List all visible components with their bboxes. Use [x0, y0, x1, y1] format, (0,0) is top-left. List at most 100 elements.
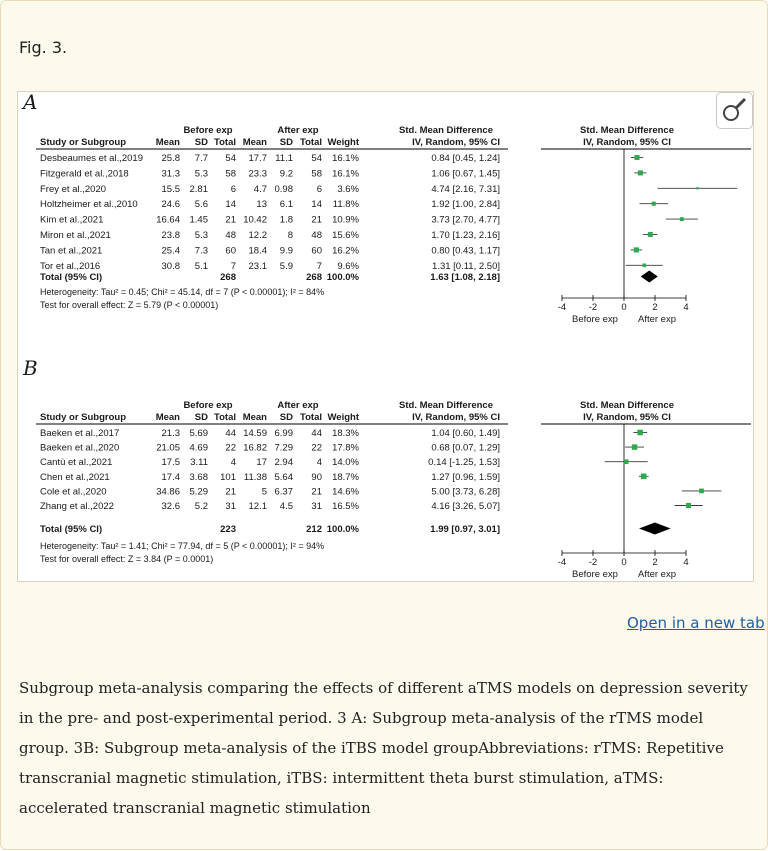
panel-a-col-total1: Total: [214, 137, 236, 148]
panel-b-x-tick-label: 2: [652, 557, 657, 568]
panel-a-row-6-estimate-marker: [647, 232, 653, 237]
panel-b-total-weight: 100.0%: [327, 524, 360, 535]
panel-a-col-mean2: Mean: [243, 137, 267, 148]
panel-a-row-7-sd1: 7.3: [195, 245, 208, 256]
panel-b-col-sd2: SD: [280, 412, 293, 423]
panel-b-col-weight: Weight: [328, 412, 360, 423]
panel-b-row-3-mean1: 17.5: [162, 457, 181, 468]
panel-b-row-5-total1: 21: [225, 486, 236, 497]
panel-a-x-tick-label: 0: [621, 302, 626, 313]
panel-a-row-1-study: Desbeaumes et al.,2019: [40, 153, 143, 164]
panel-b-row-5-mean2: 5: [262, 486, 267, 497]
panel-b-row-2-sd2: 7.29: [275, 443, 294, 454]
panel-b-row-4-mean2: 11.38: [244, 472, 267, 483]
panel-a-header-smd: Std. Mean Difference: [399, 125, 493, 136]
panel-a-row-1-estimate-marker: [634, 154, 640, 161]
panel-a-row-4-total1: 14: [225, 199, 236, 210]
panel-a-row-7-sd2: 9.9: [280, 245, 293, 256]
panel-a-row-5-study: Kim et al.,2021: [40, 215, 103, 226]
panel-b-total-label: Total (95% CI): [40, 524, 102, 535]
panel-b-row-1-estimate-marker: [637, 429, 643, 436]
panel-a-row-6-ci: 1.70 [1.23, 2.16]: [431, 230, 500, 241]
panel-a-row-7-total1: 60: [225, 245, 236, 256]
panel-a-row-1-ci: 0.84 [0.45, 1.24]: [431, 153, 500, 164]
panel-b-row-5-estimate-marker: [699, 488, 704, 494]
panel-a-col-sd2: SD: [280, 137, 293, 148]
panel-a-x-tick-label: -2: [589, 302, 597, 313]
panel-a-row-2-mean1: 31.3: [162, 168, 181, 179]
panel-b-row-2-mean1: 21.05: [156, 443, 180, 454]
panel-a-row-6-total1: 48: [225, 230, 236, 241]
panel-a-row-3-mean2: 4.7: [254, 184, 267, 195]
panel-b-row-1-mean1: 21.3: [162, 428, 181, 439]
panel-a-row-6-sd1: 5.3: [195, 230, 208, 241]
panel-b-row-1-sd1: 5.69: [190, 428, 209, 439]
panel-a-row-3-sd1: 2.81: [190, 184, 209, 195]
panel-b-overall-effect: Test for overall effect: Z = 3.84 (P = 0…: [40, 554, 213, 564]
panel-a-row-4-mean2: 13: [256, 199, 267, 210]
panel-a-row-2-weight: 16.1%: [332, 168, 359, 179]
panel-b-header-before: Before exp: [183, 400, 232, 411]
panel-b-row-2-estimate-marker: [631, 444, 638, 450]
panel-a-col-ci-plot: IV, Random, 95% CI: [583, 137, 671, 148]
panel-a-total-n1: 268: [220, 272, 236, 283]
panel-a-row-8-sd1: 5.1: [195, 261, 208, 272]
panel-a-row-4-sd2: 6.1: [280, 199, 293, 210]
panel-b-row-4-estimate-marker: [640, 473, 647, 480]
panel-a-row-5-total1: 21: [225, 215, 236, 226]
panel-b-header-after: After exp: [277, 400, 318, 411]
panel-b-col-mean1: Mean: [156, 412, 180, 423]
panel-b-row-5-sd2: 6.37: [275, 486, 294, 497]
panel-a-row-7-ci: 0.80 [0.43, 1.17]: [431, 245, 500, 256]
panel-a-row-5-sd1: 1.45: [190, 215, 209, 226]
panel-b-total-ci: 1.99 [0.97, 3.01]: [430, 524, 500, 535]
panel-a-row-8-total1: 7: [231, 261, 236, 272]
panel-b-row-6-sd1: 5.2: [195, 501, 208, 512]
panel-a-row-5-estimate-marker: [679, 217, 684, 222]
panel-a-total-diamond: [640, 270, 658, 283]
panel-a-row-5-sd2: 1.8: [280, 215, 293, 226]
panel-a-header-after: After exp: [277, 125, 318, 136]
panel-b-row-1-sd2: 6.99: [275, 428, 294, 439]
panel-a-favours-left: Before exp: [572, 314, 618, 325]
panel-b-x-tick-label: 4: [683, 557, 688, 568]
panel-b-row-6-study: Zhang et al.,2022: [40, 501, 114, 512]
panel-a-x-tick-label: 2: [652, 302, 657, 313]
panel-b-x-tick-label: 0: [621, 557, 626, 568]
panel-a-row-6-sd2: 8: [288, 230, 293, 241]
panel-a-overall-effect: Test for overall effect: Z = 5.79 (P < 0…: [40, 300, 218, 310]
panel-b-row-6-mean2: 12.1: [249, 501, 268, 512]
panel-a-row-1-total2: 54: [311, 153, 322, 164]
panel-b-row-3-weight: 14.0%: [332, 457, 359, 468]
panel-a-row-3-mean1: 15.5: [162, 184, 181, 195]
panel-b-col-total2: Total: [300, 412, 322, 423]
open-in-new-tab-link[interactable]: Open in a new tab: [627, 614, 765, 632]
panel-b-x-tick-label: -4: [558, 557, 566, 568]
panel-a-header-before: Before exp: [183, 125, 232, 136]
panel-a-row-4-study: Holtzheimer et al.,2010: [40, 199, 138, 210]
forest-plot-svg: A Before exp After exp Std. Mean Difference…: [21, 92, 751, 580]
panel-b-row-4-study: Chen et al.,2021: [40, 472, 110, 483]
panel-a-row-4-sd1: 5.6: [195, 199, 208, 210]
panel-b-row-4-sd1: 3.68: [190, 472, 209, 483]
panel-b-col-sd1: SD: [195, 412, 208, 423]
magnifier-icon: [723, 97, 747, 121]
zoom-button[interactable]: [716, 92, 753, 129]
panel-a-col-ci: IV, Random, 95% CI: [412, 137, 500, 148]
panel-b-row-3-total1: 4: [231, 457, 236, 468]
panel-b-row-5-ci: 5.00 [3.73, 6.28]: [431, 486, 500, 497]
panel-a-col-mean1: Mean: [156, 137, 180, 148]
panel-a-row-2-sd1: 5.3: [195, 168, 208, 179]
panel-a-row-8-mean2: 23.1: [249, 261, 268, 272]
panel-a-row-3-estimate-marker: [696, 187, 699, 190]
forest-plot-image[interactable]: A Before exp After exp Std. Mean Difference…: [17, 91, 754, 582]
panel-a-row-7-study: Tan et al.,2021: [40, 245, 102, 256]
panel-b-favours-left: Before exp: [572, 569, 618, 580]
panel-b-row-1-weight: 18.3%: [332, 428, 359, 439]
panel-b-row-4-sd2: 5.64: [275, 472, 294, 483]
panel-a-row-5-weight: 10.9%: [332, 215, 359, 226]
panel-b-header-smd-plot: Std. Mean Difference: [580, 400, 674, 411]
panel-b-row-2-total1: 22: [225, 443, 236, 454]
panel-a-row-5-ci: 3.73 [2.70, 4.77]: [431, 215, 500, 226]
panel-a-col-weight: Weight: [328, 137, 360, 148]
